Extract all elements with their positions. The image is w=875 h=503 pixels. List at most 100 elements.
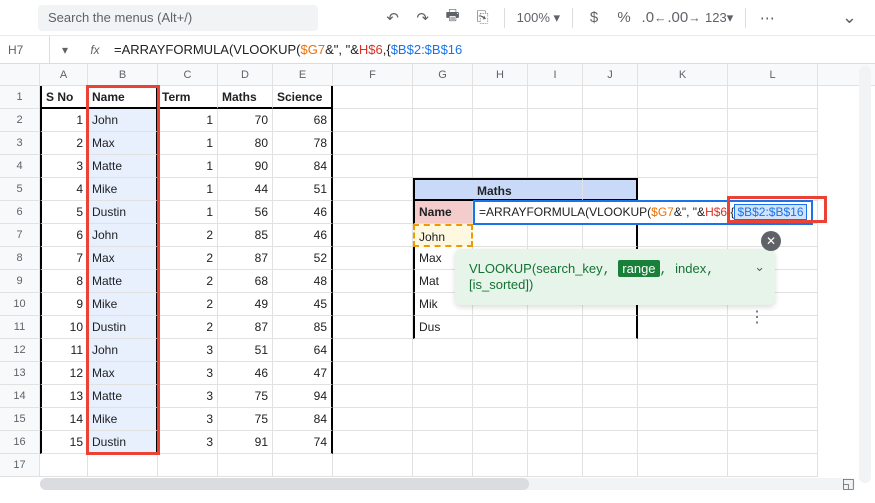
row-header-1[interactable]: 1	[0, 86, 40, 109]
cell-H12[interactable]	[473, 339, 528, 362]
cell-L5[interactable]	[728, 178, 818, 201]
cell-B9[interactable]: Matte	[88, 270, 158, 293]
cell-B8[interactable]: Max	[88, 247, 158, 270]
cell-C8[interactable]: 2	[158, 247, 218, 270]
cell-F15[interactable]	[333, 408, 413, 431]
cell-B5[interactable]: Mike	[88, 178, 158, 201]
cell-H13[interactable]	[473, 362, 528, 385]
cell-G3[interactable]	[413, 132, 473, 155]
cell-J15[interactable]	[583, 408, 638, 431]
cell-E9[interactable]: 48	[273, 270, 333, 293]
cell-B13[interactable]: Max	[88, 362, 158, 385]
cell-G13[interactable]	[413, 362, 473, 385]
tooltip-close-icon[interactable]: ✕	[761, 231, 781, 251]
cell-E12[interactable]: 64	[273, 339, 333, 362]
cell-D8[interactable]: 87	[218, 247, 273, 270]
cell-I15[interactable]	[528, 408, 583, 431]
cell-F11[interactable]	[333, 316, 413, 339]
cell-D7[interactable]: 85	[218, 224, 273, 247]
cell-H5[interactable]: Maths scores	[473, 178, 528, 201]
cell-L14[interactable]	[728, 385, 818, 408]
cell-F13[interactable]	[333, 362, 413, 385]
horizontal-scrollbar[interactable]	[40, 478, 855, 490]
undo-button[interactable]: ↶	[380, 5, 406, 31]
col-header-I[interactable]: I	[528, 64, 583, 85]
cell-I16[interactable]	[528, 431, 583, 454]
paint-format-button[interactable]: ⎘	[470, 5, 496, 31]
cell-E15[interactable]: 84	[273, 408, 333, 431]
cell-A4[interactable]: 3	[40, 155, 88, 178]
cell-G7[interactable]: John	[413, 224, 473, 247]
cell-K7[interactable]	[638, 224, 728, 247]
menu-search-input[interactable]: Search the menus (Alt+/)	[38, 5, 318, 31]
cell-H7[interactable]	[473, 224, 528, 247]
cell-K4[interactable]	[638, 155, 728, 178]
cell-C17[interactable]	[158, 454, 218, 477]
cell-C12[interactable]: 3	[158, 339, 218, 362]
cell-A12[interactable]: 11	[40, 339, 88, 362]
cell-I14[interactable]	[528, 385, 583, 408]
row-header-6[interactable]: 6	[0, 201, 40, 224]
cell-K3[interactable]	[638, 132, 728, 155]
percent-button[interactable]: %	[611, 5, 637, 31]
cell-E2[interactable]: 68	[273, 109, 333, 132]
cell-B10[interactable]: Mike	[88, 293, 158, 316]
cell-C3[interactable]: 1	[158, 132, 218, 155]
cell-H14[interactable]	[473, 385, 528, 408]
cell-I4[interactable]	[528, 155, 583, 178]
cell-J16[interactable]	[583, 431, 638, 454]
cell-B2[interactable]: John	[88, 109, 158, 132]
cell-A2[interactable]: 1	[40, 109, 88, 132]
cell-D10[interactable]: 49	[218, 293, 273, 316]
col-header-D[interactable]: D	[218, 64, 273, 85]
row-header-12[interactable]: 12	[0, 339, 40, 362]
cell-D4[interactable]: 90	[218, 155, 273, 178]
cell-E1[interactable]: Science	[273, 86, 333, 109]
more-toolbar-button[interactable]: ⋯	[754, 5, 780, 31]
cell-H1[interactable]	[473, 86, 528, 109]
cell-D11[interactable]: 87	[218, 316, 273, 339]
cell-A6[interactable]: 5	[40, 201, 88, 224]
cell-D3[interactable]: 80	[218, 132, 273, 155]
cell-B14[interactable]: Matte	[88, 385, 158, 408]
cell-G1[interactable]	[413, 86, 473, 109]
cell-E5[interactable]: 51	[273, 178, 333, 201]
cell-B15[interactable]: Mike	[88, 408, 158, 431]
cell-C14[interactable]: 3	[158, 385, 218, 408]
cell-F5[interactable]	[333, 178, 413, 201]
cell-H11[interactable]	[473, 316, 528, 339]
cell-D15[interactable]: 75	[218, 408, 273, 431]
row-header-16[interactable]: 16	[0, 431, 40, 454]
cell-H16[interactable]	[473, 431, 528, 454]
cell-H17[interactable]	[473, 454, 528, 477]
cell-H15[interactable]	[473, 408, 528, 431]
cell-F8[interactable]	[333, 247, 413, 270]
row-header-3[interactable]: 3	[0, 132, 40, 155]
cell-G16[interactable]	[413, 431, 473, 454]
cell-I5[interactable]	[528, 178, 583, 201]
cell-F10[interactable]	[333, 293, 413, 316]
cell-D17[interactable]	[218, 454, 273, 477]
cell-C7[interactable]: 2	[158, 224, 218, 247]
cell-I7[interactable]	[528, 224, 583, 247]
redo-button[interactable]: ↷	[410, 5, 436, 31]
cell-A15[interactable]: 14	[40, 408, 88, 431]
cell-I2[interactable]	[528, 109, 583, 132]
cell-J11[interactable]	[583, 316, 638, 339]
cell-A10[interactable]: 9	[40, 293, 88, 316]
cell-J1[interactable]	[583, 86, 638, 109]
namebox-dropdown-icon[interactable]: ▾	[50, 43, 80, 57]
cell-G17[interactable]	[413, 454, 473, 477]
cell-G15[interactable]	[413, 408, 473, 431]
cell-K12[interactable]	[638, 339, 728, 362]
cell-L13[interactable]	[728, 362, 818, 385]
increase-decimal-button[interactable]: .00→	[671, 5, 697, 31]
zoom-dropdown[interactable]: 100% ▾	[513, 10, 564, 26]
cell-D2[interactable]: 70	[218, 109, 273, 132]
cell-J12[interactable]	[583, 339, 638, 362]
cell-A9[interactable]: 8	[40, 270, 88, 293]
cell-J2[interactable]	[583, 109, 638, 132]
cell-E10[interactable]: 45	[273, 293, 333, 316]
cell-B11[interactable]: Dustin	[88, 316, 158, 339]
cell-L16[interactable]	[728, 431, 818, 454]
